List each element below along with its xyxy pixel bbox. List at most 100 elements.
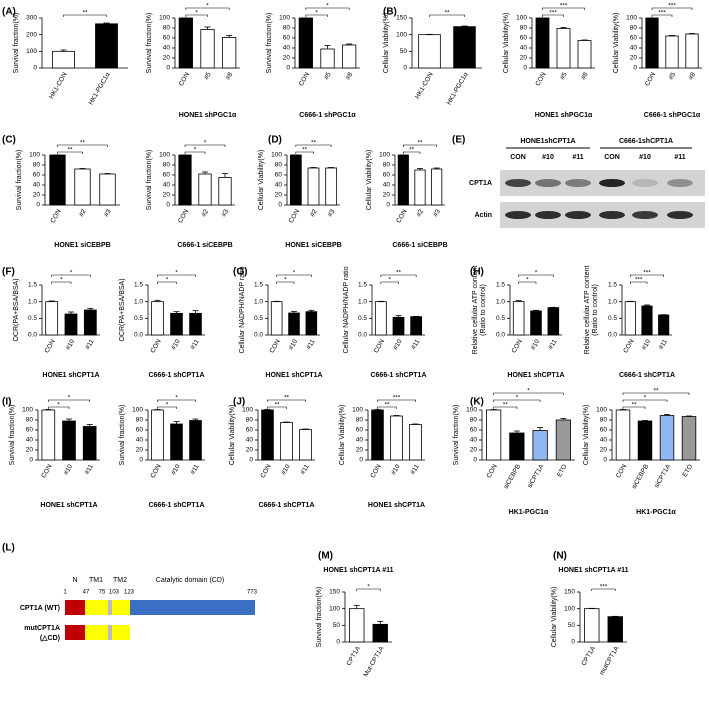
y-axis-label: Survival fraction(%): [146, 150, 153, 211]
bar: [409, 424, 422, 461]
y-tick-label: 50: [333, 622, 341, 629]
x-tick-label: #10: [170, 463, 182, 476]
x-tick-label: ETO: [682, 463, 695, 478]
y-tick-label: 0.0: [608, 332, 617, 339]
y-tick-label: 50: [400, 48, 408, 55]
y-tick-label: 0: [336, 639, 340, 646]
y-axis-label: Cellular Viability(%): [613, 13, 620, 74]
significance-bracket: [157, 406, 177, 409]
significance-bracket: [276, 281, 295, 284]
significance-label: ***: [560, 3, 568, 10]
bar: [218, 177, 232, 206]
x-tick-label: #11: [658, 338, 669, 351]
y-tick-label: 150: [396, 15, 407, 22]
x-axis-label: HONE1 shCPT1A: [368, 502, 425, 509]
blot-row-label: Actin: [475, 212, 493, 219]
y-axis-label: Relative cellular ATP content: [584, 266, 591, 355]
bar: [325, 167, 338, 206]
x-tick-label: #11: [84, 338, 95, 351]
bar: [74, 168, 91, 206]
y-tick-label: 20: [163, 55, 171, 62]
blot-band: [599, 211, 625, 219]
y-tick-label: 20: [520, 55, 528, 62]
y-tick-label: 150: [564, 589, 575, 596]
significance-bracket: [542, 14, 564, 17]
y-tick-label: 80: [600, 417, 608, 424]
y-tick-label: 100: [379, 152, 390, 159]
chart: 0 20 40 60 80 100 Survival fraction(%) CON #10 #1…: [119, 395, 205, 509]
bar: [189, 420, 202, 461]
y-tick-label: 100: [132, 407, 143, 414]
lane-label: #11: [572, 154, 583, 161]
x-tick-label: CON: [486, 463, 499, 479]
y-tick-label: 0.0: [496, 332, 505, 339]
significance-bracket: [57, 151, 83, 154]
x-tick-label: #11: [189, 338, 200, 351]
blot-band: [667, 179, 693, 187]
bar: [624, 301, 636, 336]
y-tick-label: 40: [600, 437, 608, 444]
significance-bracket: [356, 588, 381, 591]
chart: 0 20 40 60 80 100 Survival fraction(%) CON #5 #8 *…: [266, 3, 360, 119]
y-tick-label: 300: [26, 15, 37, 22]
bar: [390, 415, 403, 461]
x-tick-label: #10: [63, 463, 75, 476]
significance-label: **: [302, 147, 308, 154]
y-axis-label: Cellular Viability(%): [258, 150, 265, 211]
y-tick-label: 100: [626, 15, 637, 22]
x-tick-label: #11: [547, 338, 558, 351]
bar: [151, 301, 164, 336]
y-tick-label: 20: [275, 192, 283, 199]
chart: 0 20 40 60 80 100 Survival fraction(%) CON siCEB…: [453, 388, 575, 516]
x-tick-label: siCEBPB: [631, 463, 650, 490]
y-tick-label: 60: [383, 172, 391, 179]
blot-band: [667, 211, 693, 219]
y-tick-label: 40: [136, 437, 144, 444]
significance-bracket: [184, 144, 226, 147]
significance-bracket: [651, 7, 693, 10]
y-tick-label: 100: [466, 407, 477, 414]
position-label: 103: [109, 590, 120, 596]
y-tick-label: 0: [29, 457, 33, 464]
y-axis-label: Survival fraction(%): [16, 150, 23, 211]
bar: [52, 50, 75, 69]
y-axis-label: OCR(PA+BSA/BSA): [13, 278, 20, 341]
chart: 0.0 0.5 1.0 1.5 Cellular NADPH/NADP ratio CON…: [343, 266, 427, 378]
y-axis-label: Cellular Viability(%): [383, 13, 390, 74]
row-label: CPT1A (WT): [20, 605, 60, 612]
y-tick-label: 0.5: [134, 315, 143, 322]
y-tick-label: 1.5: [254, 282, 263, 289]
y-tick-label: 0.0: [28, 332, 37, 339]
y-tick-label: 20: [470, 447, 478, 454]
significance-label: **: [631, 402, 637, 409]
bar: [556, 28, 571, 69]
y-tick-label: 200: [26, 31, 37, 38]
significance-label: **: [653, 388, 659, 395]
y-tick-label: 40: [246, 437, 254, 444]
significance-bracket: [63, 14, 107, 17]
chart: 0 20 40 60 80 100 Cellular Viability(%) CON #5 #8…: [613, 3, 702, 119]
chart: 0 100 200 300 Survival fraction(%) HK1-CON HK1…: [13, 10, 128, 106]
lane-label: #11: [674, 154, 685, 161]
x-tick-label: Mut-CPT1A: [362, 645, 385, 678]
bar: [49, 154, 66, 206]
significance-label: *: [68, 395, 71, 402]
y-tick-label: 80: [163, 162, 171, 169]
x-tick-label: HK1-PGC1α: [446, 71, 470, 106]
bar: [83, 309, 97, 336]
blot-group-label: C666-1shCPT1A: [619, 138, 673, 145]
bar: [665, 35, 679, 69]
position-label: 773: [247, 590, 258, 596]
significance-bracket: [622, 392, 690, 395]
bar: [280, 422, 293, 461]
x-axis-label: HK1-PGC1α: [636, 509, 676, 516]
y-tick-label: 20: [600, 447, 608, 454]
bar: [486, 409, 502, 461]
x-axis-label: HONE1 siCEBPB: [285, 242, 341, 249]
y-tick-label: 150: [329, 589, 340, 596]
y-tick-label: 60: [356, 427, 364, 434]
row-label: (△CD): [40, 635, 60, 642]
x-tick-label: #8: [345, 71, 355, 81]
significance-label: ***: [668, 3, 676, 10]
blot-group-label: HONE1shCPT1A: [520, 138, 575, 145]
